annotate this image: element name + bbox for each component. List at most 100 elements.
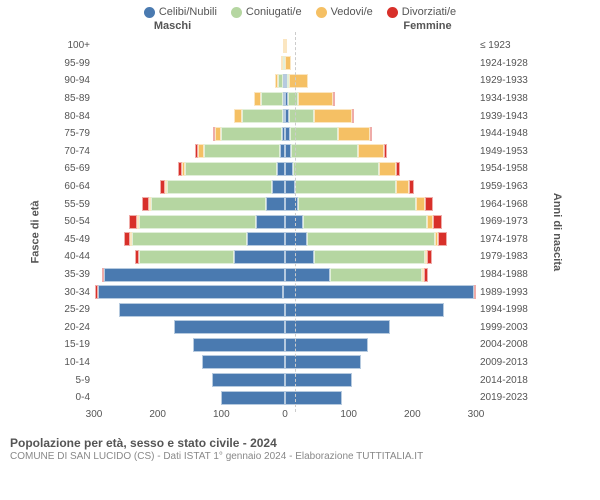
year-label: 1969-1973 <box>476 216 535 227</box>
age-label: 25-29 <box>55 304 94 315</box>
bar-segment <box>285 56 291 70</box>
year-label: 1944-1948 <box>476 128 535 139</box>
age-label: 20-24 <box>55 322 94 333</box>
bar-segment <box>139 250 235 264</box>
female-bars <box>283 285 476 299</box>
bar-segment <box>285 232 307 246</box>
female-bars <box>285 373 476 387</box>
year-label: 2004-2008 <box>476 339 535 350</box>
bar-segment <box>285 338 368 352</box>
bar-segment <box>338 127 370 141</box>
age-label: 15-19 <box>55 339 94 350</box>
row-bars <box>94 355 476 369</box>
age-label: 5-9 <box>55 375 94 386</box>
female-bars <box>285 232 476 246</box>
row-bars <box>94 197 476 211</box>
year-label: 1974-1978 <box>476 234 535 245</box>
year-label: 1929-1933 <box>476 75 535 86</box>
legend-dot <box>387 7 398 18</box>
center-line <box>295 32 296 412</box>
x-tick: 300 <box>86 409 103 420</box>
bar-segment <box>298 92 333 106</box>
male-bars <box>94 250 285 264</box>
bar-segment <box>193 338 285 352</box>
bar-segment <box>129 215 137 229</box>
pyramid-rows: 100+≤ 192395-991924-192890-941929-193385… <box>55 37 535 407</box>
year-label: 1984-1988 <box>476 269 535 280</box>
row-bars <box>94 144 476 158</box>
bar-segment <box>291 144 358 158</box>
legend-item: Divorziati/e <box>387 6 456 18</box>
age-label: 35-39 <box>55 269 94 280</box>
plot-area: Fasce di età Anni di nascita 100+≤ 19239… <box>0 32 600 432</box>
age-label: 0-4 <box>55 392 94 403</box>
male-bars <box>94 144 285 158</box>
male-bars <box>94 391 285 405</box>
bar-segment <box>285 303 444 317</box>
bar-segment <box>204 144 280 158</box>
bar-segment <box>119 303 285 317</box>
age-label: 10-14 <box>55 357 94 368</box>
bar-segment <box>256 215 285 229</box>
male-bars <box>94 39 285 53</box>
year-label: 1999-2003 <box>476 322 535 333</box>
population-pyramid-chart: Celibi/Nubili Coniugati/e Vedovi/e Divorzia… <box>0 0 600 500</box>
female-bars <box>285 180 476 194</box>
year-label: ≤ 1923 <box>476 40 535 51</box>
x-tick: 300 <box>468 409 485 420</box>
year-label: 1954-1958 <box>476 163 535 174</box>
x-axis: 3002001000100200300 <box>94 409 476 427</box>
legend-item: Vedovi/e <box>316 6 373 18</box>
row-bars <box>94 74 476 88</box>
male-bars <box>94 109 285 123</box>
legend-label: Coniugati/e <box>246 6 302 18</box>
age-label: 55-59 <box>55 199 94 210</box>
female-bars <box>285 39 476 53</box>
row-bars <box>94 320 476 334</box>
male-bars <box>94 180 285 194</box>
bar-segment <box>285 250 314 264</box>
bar-segment <box>289 74 308 88</box>
female-bars <box>285 338 476 352</box>
legend-label: Divorziati/e <box>402 6 456 18</box>
bar-segment <box>370 127 372 141</box>
male-bars <box>94 92 285 106</box>
age-label: 60-64 <box>55 181 94 192</box>
legend-dot <box>144 7 155 18</box>
female-bars <box>285 303 476 317</box>
age-label: 100+ <box>55 40 94 51</box>
bar-segment <box>298 197 416 211</box>
male-bars <box>94 303 285 317</box>
bar-segment <box>416 197 426 211</box>
male-header: Maschi <box>0 20 300 32</box>
row-bars <box>94 268 476 282</box>
female-header: Femmine <box>300 20 600 32</box>
female-bars <box>285 144 476 158</box>
age-label: 50-54 <box>55 216 94 227</box>
row-bars <box>94 285 476 299</box>
bar-segment <box>98 285 283 299</box>
female-bars <box>285 92 476 106</box>
bar-segment <box>303 215 427 229</box>
x-tick: 200 <box>404 409 421 420</box>
bar-segment <box>285 162 293 176</box>
bar-segment <box>174 320 285 334</box>
x-tick: 100 <box>340 409 357 420</box>
bar-segment <box>384 144 387 158</box>
bar-segment <box>285 215 303 229</box>
male-bars <box>94 162 285 176</box>
bar-segment <box>314 109 352 123</box>
legend-label: Celibi/Nubili <box>159 6 217 18</box>
bar-segment <box>221 391 285 405</box>
age-label: 95-99 <box>55 58 94 69</box>
male-bars <box>94 127 285 141</box>
x-tick: 100 <box>213 409 230 420</box>
age-label: 85-89 <box>55 93 94 104</box>
bar-segment <box>266 197 285 211</box>
bar-segment <box>427 250 432 264</box>
legend-label: Vedovi/e <box>331 6 373 18</box>
year-label: 2019-2023 <box>476 392 535 403</box>
row-bars <box>94 215 476 229</box>
row-bars <box>94 180 476 194</box>
male-bars <box>94 373 285 387</box>
